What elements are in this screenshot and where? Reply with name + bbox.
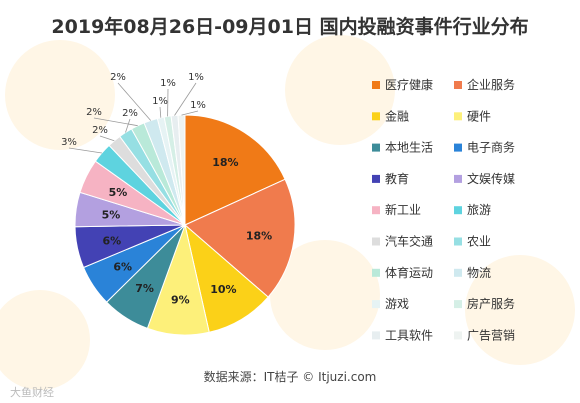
slice-labels: 18%18%10%9%7%6%6%5%5%3%2%2%2%2%1%1%1%1% <box>61 72 272 307</box>
legend-label-17: 广告营销 <box>467 328 515 342</box>
pie-slices <box>74 114 296 336</box>
legend-label-10: 汽车交通 <box>385 234 433 249</box>
legend-swatch-1 <box>454 81 462 89</box>
chart-title: 2019年08月26日-09月01日 国内投融资事件行业分布 <box>51 15 528 38</box>
leader-lines <box>68 82 199 154</box>
leader-line-12 <box>93 117 138 127</box>
slice-label-8: 5% <box>109 186 128 199</box>
leader-line-17 <box>181 110 199 116</box>
legend-swatch-13 <box>454 268 462 277</box>
slice-label-7: 5% <box>102 208 121 221</box>
legend-swatch-16 <box>372 331 380 340</box>
legend-swatch-8 <box>372 206 380 215</box>
legend-label-4: 本地生活 <box>385 141 433 155</box>
slice-label-15: 1% <box>160 78 176 89</box>
legend-swatch-17 <box>454 331 462 340</box>
slice-label-12: 2% <box>86 107 102 118</box>
legend-label-13: 物流 <box>467 266 491 280</box>
slice-label-13: 2% <box>110 72 126 83</box>
leader-line-11 <box>125 118 131 133</box>
leader-line-10 <box>99 135 115 142</box>
pie-slice-1 <box>184 178 296 298</box>
legend-swatch-5 <box>454 143 462 152</box>
leader-line-13 <box>117 82 152 121</box>
slice-label-16: 1% <box>188 72 204 83</box>
legend-label-12: 体育运动 <box>385 265 433 280</box>
legend-swatch-7 <box>454 174 462 183</box>
legend-label-0: 医疗健康 <box>385 77 433 92</box>
legend-swatch-10 <box>372 237 380 246</box>
legend-swatch-3 <box>454 112 462 121</box>
legend-swatch-6 <box>372 174 380 183</box>
legend-label-7: 文娱传媒 <box>467 171 515 186</box>
slice-label-2: 10% <box>210 283 236 296</box>
watermark-text: 大鱼财经 <box>10 385 54 399</box>
legend-label-5: 电子商务 <box>467 140 515 155</box>
slice-label-0: 18% <box>212 156 238 169</box>
slice-label-4: 7% <box>135 282 154 295</box>
leader-line-16 <box>174 82 197 116</box>
legend-label-9: 旅游 <box>467 203 491 217</box>
legend-swatch-11 <box>454 237 462 246</box>
slice-label-11: 2% <box>122 108 138 119</box>
leader-line-14 <box>159 106 162 118</box>
legend-label-14: 游戏 <box>385 297 409 311</box>
leader-line-9 <box>68 147 102 154</box>
slice-label-9: 3% <box>61 137 77 148</box>
background-watermark-decoration <box>0 35 575 390</box>
legend-label-1: 企业服务 <box>467 77 515 92</box>
legend-label-16: 工具软件 <box>385 328 433 342</box>
slice-label-5: 6% <box>113 260 132 273</box>
slice-label-1: 18% <box>246 230 272 243</box>
source-note: 数据来源：IT桔子 © Itjuzi.com <box>204 369 377 384</box>
slice-label-6: 6% <box>102 234 121 247</box>
legend-label-15: 房产服务 <box>467 296 515 311</box>
legend-label-8: 新工业 <box>385 202 421 217</box>
legend-label-11: 农业 <box>467 235 491 249</box>
legend-swatch-15 <box>454 300 462 309</box>
legend-swatch-0 <box>372 81 380 89</box>
pie-slice-0 <box>184 114 286 226</box>
legend-swatch-2 <box>372 112 380 121</box>
legend-swatch-4 <box>372 143 380 152</box>
legend-label-3: 硬件 <box>467 109 491 123</box>
slice-label-14: 1% <box>152 96 168 107</box>
legend-swatch-14 <box>372 300 380 309</box>
legend-label-6: 教育 <box>385 171 409 186</box>
legend-label-2: 金融 <box>385 108 409 123</box>
legend-swatch-12 <box>372 268 380 277</box>
slice-label-10: 2% <box>92 125 108 136</box>
slice-label-17: 1% <box>190 100 206 111</box>
legend-swatch-9 <box>454 206 462 215</box>
slice-label-3: 9% <box>171 294 190 307</box>
